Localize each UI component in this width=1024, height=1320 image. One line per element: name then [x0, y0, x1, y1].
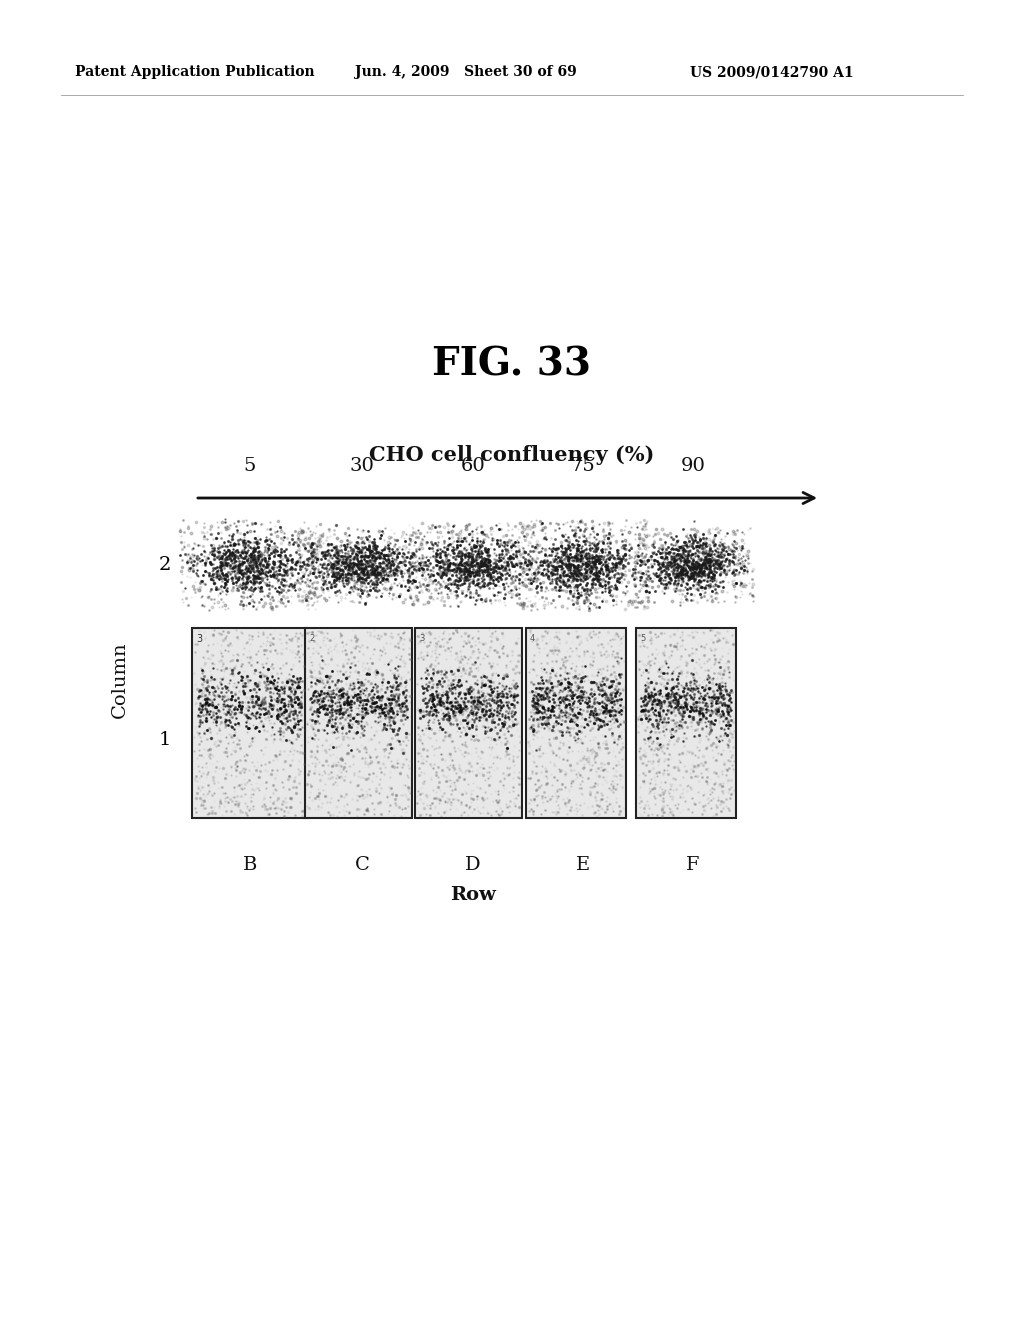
Text: Column: Column	[111, 642, 129, 718]
Text: C: C	[354, 855, 370, 874]
Bar	[415, 628, 522, 818]
Bar	[636, 628, 736, 818]
Text: Jun. 4, 2009   Sheet 30 of 69: Jun. 4, 2009 Sheet 30 of 69	[355, 65, 577, 79]
Text: E: E	[575, 855, 590, 874]
Text: Patent Application Publication: Patent Application Publication	[75, 65, 314, 79]
Text: US 2009/0142790 A1: US 2009/0142790 A1	[690, 65, 854, 79]
Text: 2: 2	[309, 634, 314, 643]
Text: Row: Row	[451, 886, 496, 904]
Text: 90: 90	[681, 457, 706, 475]
Text: 3: 3	[196, 634, 202, 644]
Text: 75: 75	[570, 457, 595, 475]
Text: CHO cell confluency (%): CHO cell confluency (%)	[370, 445, 654, 465]
Text: 5: 5	[640, 634, 645, 643]
Text: FIG. 33: FIG. 33	[432, 346, 592, 384]
Text: B: B	[243, 855, 257, 874]
Text: 60: 60	[461, 457, 485, 475]
Text: D: D	[465, 855, 481, 874]
Text: 3: 3	[419, 634, 424, 643]
Text: 4: 4	[530, 634, 536, 643]
Text: 30: 30	[349, 457, 375, 475]
Bar	[305, 628, 412, 818]
Bar	[526, 628, 626, 818]
Text: 1: 1	[159, 731, 171, 748]
Text: 2: 2	[159, 556, 171, 574]
Text: 5: 5	[244, 457, 256, 475]
Text: F: F	[686, 855, 699, 874]
Bar	[193, 628, 307, 818]
